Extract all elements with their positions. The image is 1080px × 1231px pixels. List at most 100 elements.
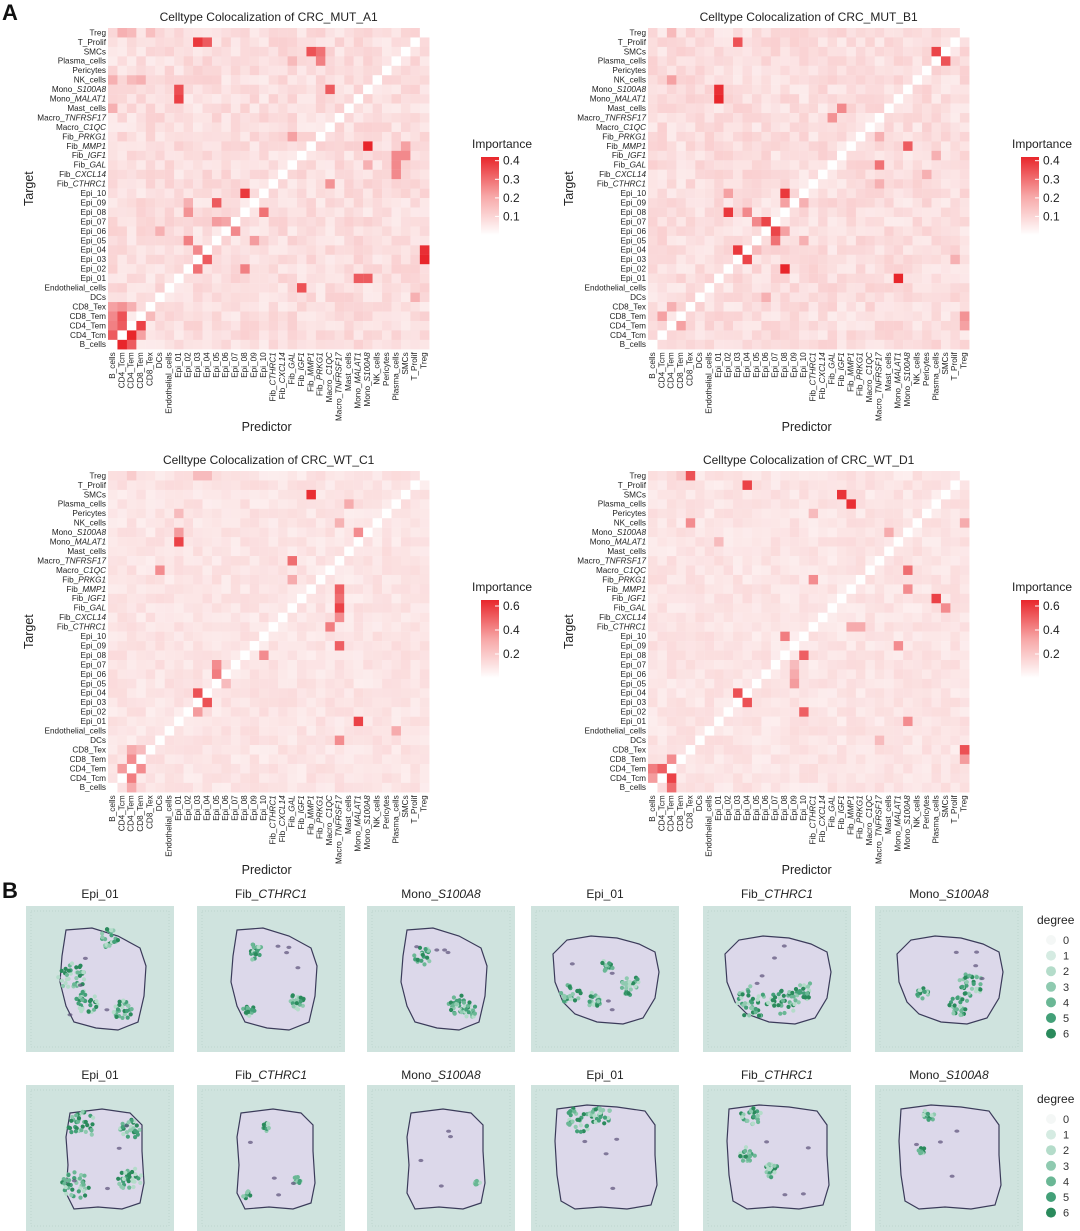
heatmap-cell — [685, 782, 696, 793]
heatmap-cell — [846, 207, 857, 218]
heatmap-cell — [297, 489, 307, 500]
heatmap-cell — [221, 37, 231, 48]
heatmap-cell — [770, 745, 781, 755]
heatmap-cell — [287, 226, 298, 237]
heatmap-cell — [183, 650, 194, 661]
heatmap-cell — [780, 763, 790, 774]
heatmap-cell — [714, 292, 724, 303]
heatmap-cell — [145, 603, 156, 613]
heatmap-cell — [874, 697, 885, 708]
heatmap-cell — [315, 489, 326, 500]
heatmap-cell — [325, 593, 335, 604]
heatmap-cell — [334, 179, 345, 189]
heatmap-cell — [799, 226, 809, 237]
heatmap-cell — [202, 660, 213, 670]
heatmap-cell — [221, 103, 231, 114]
heatmap-cell — [912, 508, 923, 519]
heatmap-cell — [837, 726, 847, 736]
heatmap-cell — [685, 697, 696, 708]
heatmap-cell — [714, 84, 724, 95]
degree-spot — [81, 970, 86, 975]
heatmap-cell — [410, 622, 420, 632]
heatmap-cell — [959, 763, 970, 774]
heatmap-cell — [808, 631, 819, 642]
heatmap-cell — [202, 471, 213, 481]
heatmap-cell — [666, 84, 677, 95]
heatmap-cell — [202, 593, 213, 604]
heatmap-cell — [789, 489, 800, 500]
heatmap-cell — [827, 754, 838, 765]
heatmap-cell — [382, 65, 392, 76]
heatmap-cell — [742, 226, 753, 237]
heatmap-cell — [714, 537, 724, 547]
heatmap-cell — [391, 226, 402, 237]
heatmap-cell — [940, 471, 951, 481]
heatmap-cell — [306, 254, 317, 265]
heatmap-cell — [344, 546, 354, 557]
heatmap-cell — [334, 660, 345, 670]
heatmap-cell — [837, 37, 847, 48]
heatmap-cell — [230, 75, 241, 85]
heatmap-cell — [648, 546, 658, 557]
heatmap-cell — [306, 537, 317, 547]
heatmap-cell — [855, 631, 866, 642]
heatmap-cell — [126, 217, 137, 227]
heatmap-cell — [874, 546, 885, 557]
heatmap-cell — [837, 283, 847, 293]
panel-b-label: B — [2, 878, 18, 903]
heatmap-cell — [334, 782, 345, 793]
heatmap-cell — [912, 226, 923, 237]
heatmap-cell — [145, 499, 156, 509]
heatmap-cell — [193, 311, 203, 322]
heatmap-cell — [940, 302, 951, 312]
heatmap-cell — [315, 103, 326, 114]
heatmap-cell — [155, 584, 165, 594]
heatmap-cell — [903, 565, 913, 576]
heatmap-cell — [221, 518, 231, 528]
heatmap-cell — [344, 584, 354, 594]
heatmap-cell — [818, 113, 828, 123]
heatmap-cell — [761, 198, 771, 208]
heatmap-cell — [846, 264, 857, 274]
heatmap-cell — [325, 660, 335, 670]
heatmap-cell — [259, 37, 269, 48]
heatmap-cell — [704, 122, 715, 133]
heatmap-cell — [666, 283, 677, 293]
heatmap-cell — [648, 46, 658, 57]
heatmap-cell — [714, 782, 724, 793]
heatmap-cell — [240, 75, 250, 85]
heatmap-cell — [799, 773, 809, 783]
heatmap-cell — [372, 745, 383, 755]
heatmap-cell — [108, 527, 118, 538]
row-label: Fib_CXCL14 — [599, 613, 646, 622]
heatmap-cell — [903, 75, 913, 85]
heatmap-cell — [174, 245, 184, 255]
heatmap-cell — [714, 631, 724, 642]
heatmap-cell — [230, 56, 241, 66]
heatmap-cell — [287, 754, 298, 765]
heatmap-cell — [714, 641, 724, 651]
heatmap-cell — [666, 179, 677, 189]
heatmap-cell — [761, 471, 771, 481]
heatmap-cell — [419, 773, 430, 783]
heatmap-cell — [676, 169, 686, 180]
heatmap-cell — [155, 188, 165, 199]
heatmap-cell — [183, 141, 194, 151]
heatmap-cell — [657, 508, 668, 519]
heatmap-cell — [808, 574, 819, 585]
heatmap-cell — [174, 546, 184, 557]
heatmap-cell — [344, 264, 354, 274]
heatmap-cell — [780, 28, 790, 38]
heatmap-cell — [648, 773, 658, 783]
heatmap-cell — [704, 773, 715, 783]
heatmap-cell — [344, 283, 354, 293]
heatmap-cell — [733, 546, 743, 557]
heatmap-cell — [391, 471, 402, 481]
col-label: CD4_Tcm — [117, 795, 126, 831]
heatmap-cell — [799, 103, 809, 114]
heatmap-cell — [761, 320, 771, 331]
heatmap-cell — [183, 593, 194, 604]
heatmap-cell — [240, 103, 250, 114]
heatmap-cell — [940, 735, 951, 746]
heatmap-cell — [874, 716, 885, 727]
